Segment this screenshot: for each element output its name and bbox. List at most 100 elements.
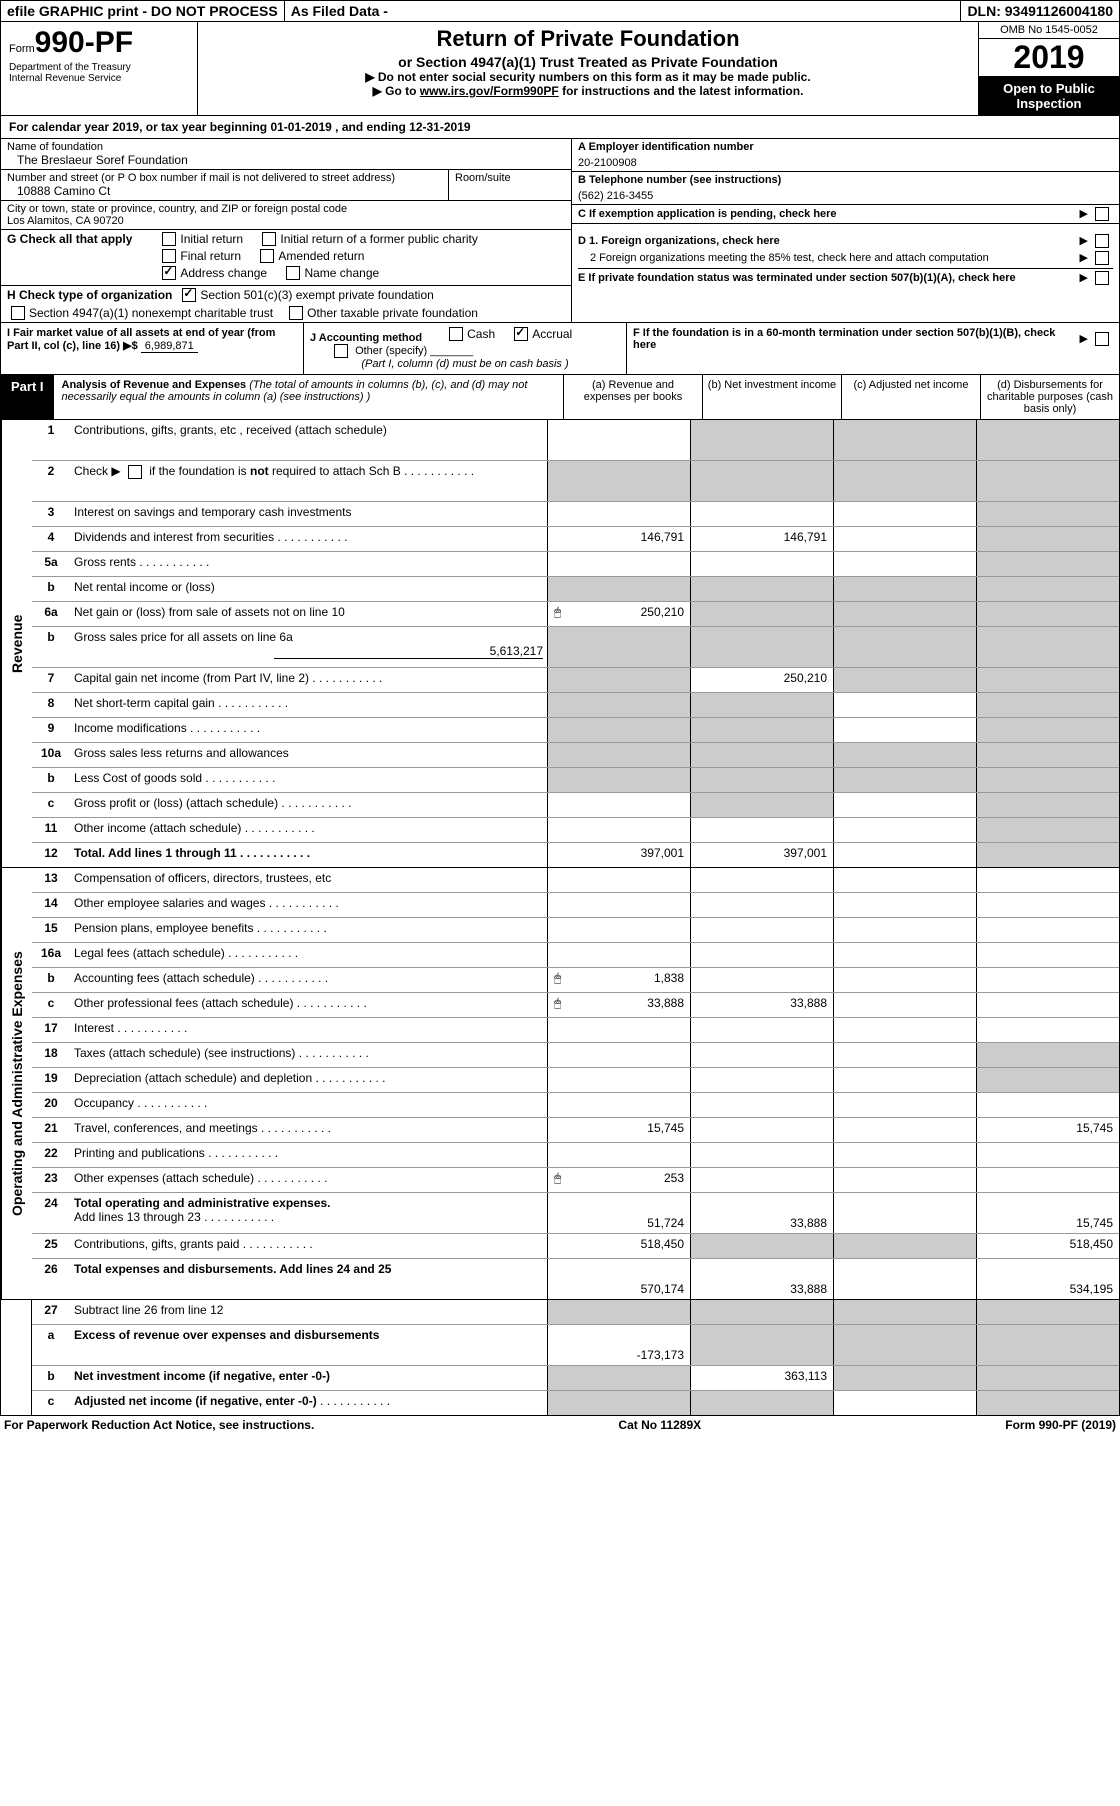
ein-label: A Employer identification number [578,141,1113,153]
d1-checkbox[interactable] [1095,234,1109,248]
dept: Department of the Treasury Internal Reve… [9,62,189,84]
ij-row: I Fair market value of all assets at end… [0,323,1120,375]
j-cash-checkbox[interactable] [449,327,463,341]
line-19: Depreciation (attach schedule) and deple… [70,1068,547,1092]
line-5b: Net rental income or (loss) [70,577,547,601]
i-value: 6,989,871 [141,340,198,353]
dln: DLN: 93491126004180 [960,1,1119,21]
f-label: F If the foundation is in a 60-month ter… [633,327,1079,351]
col-d: (d) Disbursements for charitable purpose… [980,375,1119,419]
expenses-label: Operating and Administrative Expenses [1,868,32,1299]
g-amended-checkbox[interactable] [260,249,274,263]
form-label: Form [9,43,35,55]
h-4947-checkbox[interactable] [11,306,25,320]
g-addr-change-checkbox[interactable] [162,266,176,280]
line-27b: Net investment income (if negative, ente… [70,1366,547,1390]
line-27a: Excess of revenue over expenses and disb… [70,1325,547,1365]
name-label: Name of foundation [7,141,565,153]
g-initial-former-checkbox[interactable] [262,232,276,246]
line-27-section: 27Subtract line 26 from line 12 aExcess … [0,1300,1120,1416]
info-grid: Name of foundation The Breslaeur Soref F… [0,139,1120,230]
paperwork-notice: For Paperwork Reduction Act Notice, see … [4,1418,314,1432]
click-icon[interactable]: 🖱 [554,971,561,986]
ein: 20-2100908 [578,153,1113,169]
d2-checkbox[interactable] [1095,251,1109,265]
c-label: C If exemption application is pending, c… [578,208,837,220]
d2-label: 2 Foreign organizations meeting the 85% … [578,252,1079,264]
line-10c: Gross profit or (loss) (attach schedule) [70,793,547,817]
line-23: Other expenses (attach schedule) [70,1168,547,1192]
tax-year: 2019 [979,39,1119,77]
open-to-public: Open to Public Inspection [979,77,1119,115]
line-14: Other employee salaries and wages [70,893,547,917]
line-17: Interest [70,1018,547,1042]
click-icon[interactable]: 🖱 [554,1171,561,1186]
col-c: (c) Adjusted net income [841,375,980,419]
line-4: Dividends and interest from securities [70,527,547,551]
c-checkbox[interactable] [1095,207,1109,221]
address: 10888 Camino Ct [7,184,442,198]
line-8: Net short-term capital gain [70,693,547,717]
cat-no: Cat No 11289X [618,1418,701,1432]
part1-title: Analysis of Revenue and Expenses (The to… [54,375,563,419]
e-checkbox[interactable] [1095,271,1109,285]
line-26: Total expenses and disbursements. Add li… [70,1259,547,1299]
line-2: Check ▶ if the foundation is not require… [70,461,547,501]
d1-label: D 1. Foreign organizations, check here [578,235,780,247]
part1-header: Part I Analysis of Revenue and Expenses … [0,375,1120,420]
click-icon[interactable]: 🖱 [554,996,561,1011]
line-3: Interest on savings and temporary cash i… [70,502,547,526]
line-16c: Other professional fees (attach schedule… [70,993,547,1017]
h-other-checkbox[interactable] [289,306,303,320]
col-b: (b) Net investment income [702,375,841,419]
irs-link[interactable]: www.irs.gov/Form990PF [420,84,559,98]
g-name-change-checkbox[interactable] [286,266,300,280]
line-10b: Less Cost of goods sold [70,768,547,792]
j-other-checkbox[interactable] [334,344,348,358]
form-number: 990-PF [35,26,133,59]
line-5a: Gross rents [70,552,547,576]
instr-2: ▶ Go to www.irs.gov/Form990PF for instru… [202,84,974,98]
efile-notice: efile GRAPHIC print - DO NOT PROCESS [1,1,285,21]
line-15: Pension plans, employee benefits [70,918,547,942]
line-13: Compensation of officers, directors, tru… [70,868,547,892]
form-ref: Form 990-PF (2019) [1005,1418,1116,1432]
j-accrual-checkbox[interactable] [514,327,528,341]
city: Los Alamitos, CA 90720 [7,215,565,227]
h-label: H Check type of organization [7,288,172,302]
omb-number: OMB No 1545-0052 [979,22,1119,39]
e-label: E If private foundation status was termi… [578,272,1079,284]
form-header: Form990-PF Department of the Treasury In… [0,22,1120,116]
line-24: Total operating and administrative expen… [70,1193,547,1233]
footer: For Paperwork Reduction Act Notice, see … [0,1416,1120,1434]
g-final-checkbox[interactable] [162,249,176,263]
foundation-name: The Breslaeur Soref Foundation [7,153,565,167]
j-note: (Part I, column (d) must be on cash basi… [310,358,620,370]
g-label: G Check all that apply [7,232,132,246]
g-initial-checkbox[interactable] [162,232,176,246]
phone-label: B Telephone number (see instructions) [578,174,1113,186]
room-label: Room/suite [455,172,565,184]
line-6b: Gross sales price for all assets on line… [70,627,547,667]
check-boxes-area: G Check all that apply Initial return In… [0,230,1120,323]
line-11: Other income (attach schedule) [70,818,547,842]
j-label: J Accounting method [310,332,422,344]
line-25: Contributions, gifts, grants paid [70,1234,547,1258]
revenue-label: Revenue [1,420,32,867]
top-bar: efile GRAPHIC print - DO NOT PROCESS As … [0,0,1120,22]
line-6a: Net gain or (loss) from sale of assets n… [70,602,547,626]
line-16b: Accounting fees (attach schedule) [70,968,547,992]
line-27c: Adjusted net income (if negative, enter … [70,1391,547,1415]
col-a: (a) Revenue and expenses per books [563,375,702,419]
line-16a: Legal fees (attach schedule) [70,943,547,967]
calendar-year: For calendar year 2019, or tax year begi… [0,116,1120,139]
h-501c3-checkbox[interactable] [182,288,196,302]
revenue-section: Revenue 1Contributions, gifts, grants, e… [0,420,1120,868]
instr-1: ▶ Do not enter social security numbers o… [202,70,974,84]
line-7: Capital gain net income (from Part IV, l… [70,668,547,692]
line-2-checkbox[interactable] [128,465,142,479]
f-checkbox[interactable] [1095,332,1109,346]
click-icon[interactable]: 🖱 [554,605,561,620]
line-10a: Gross sales less returns and allowances [70,743,547,767]
form-title: Return of Private Foundation [202,26,974,52]
